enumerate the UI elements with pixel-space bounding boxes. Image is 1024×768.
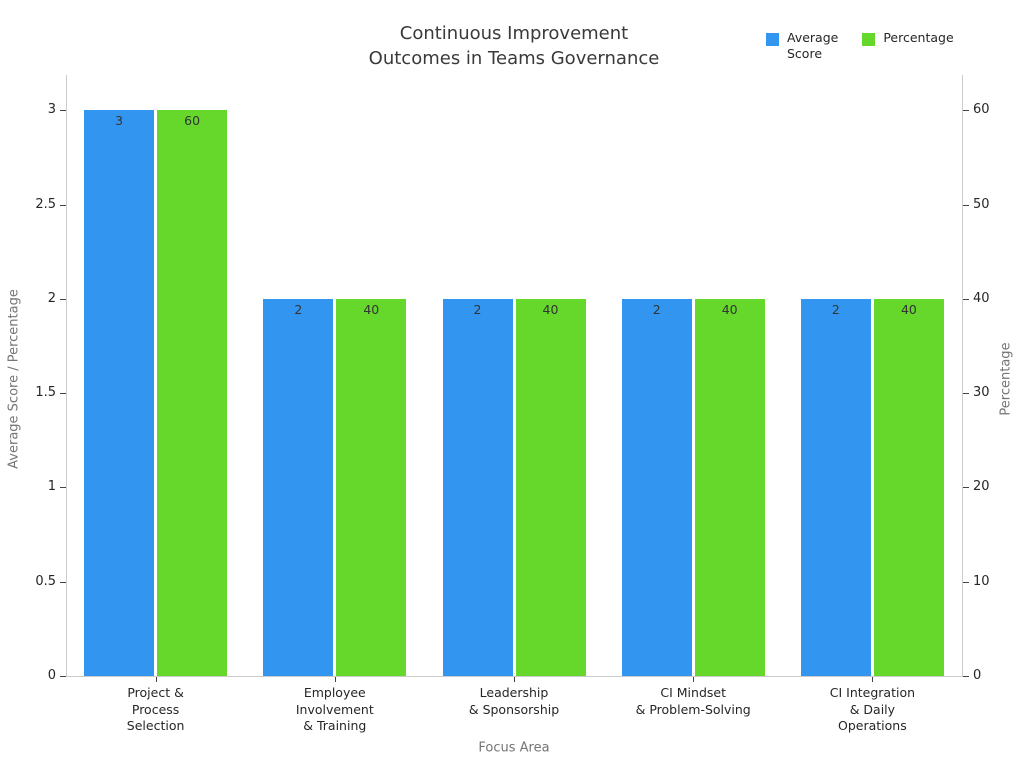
- y-tick-right: [963, 204, 969, 206]
- bar-percentage: [336, 298, 407, 676]
- y-tick-label-left: 0: [47, 668, 56, 683]
- legend-label-average-score: Average Score: [787, 30, 839, 61]
- x-tick: [155, 677, 157, 682]
- chart-title: Continuous Improvement Outcomes in Teams…: [368, 23, 660, 69]
- y-tick-left: [60, 676, 66, 677]
- bar-percentage: [873, 298, 944, 676]
- y-tick-label-right: 60: [973, 102, 990, 118]
- y-tick-right: [963, 393, 969, 395]
- y-tick-label-left: 1.5: [35, 385, 56, 401]
- bar-value-label: 2: [294, 301, 303, 317]
- bar-average-score: [442, 298, 513, 676]
- y-tick-left: [60, 204, 66, 206]
- x-tick-label: Project & Process Selection: [126, 685, 185, 733]
- x-tick-label: Leadership & Sponsorship: [468, 685, 560, 717]
- legend-item-percentage: Percentage: [862, 30, 954, 62]
- y-tick-label-right: 0: [973, 668, 982, 683]
- x-tick: [514, 677, 515, 682]
- y-tick-right: [963, 298, 969, 300]
- y-tick-label-right: 30: [973, 385, 990, 401]
- x-tick-label: CI Mindset & Problem-Solving: [635, 685, 751, 717]
- y-tick-label-right: 20: [973, 479, 990, 495]
- bar-average-score: [263, 298, 334, 676]
- y-tick-label-left: 1: [47, 479, 56, 495]
- y-tick-left: [60, 110, 66, 112]
- x-tick: [693, 677, 695, 682]
- y-tick-label-left: 2.5: [35, 196, 56, 212]
- bar-value-label: 40: [542, 301, 559, 317]
- y-tick-label-left: 2: [47, 290, 56, 306]
- y-axis-left-line: [66, 75, 67, 676]
- bar-average-score: [800, 298, 871, 676]
- bar-value-label: 2: [831, 301, 840, 317]
- bar-average-score: [621, 298, 692, 676]
- y-tick-label-left: 0.5: [35, 573, 56, 589]
- bar-value-label: 40: [900, 301, 917, 317]
- legend-item-average-score: Average Score: [766, 30, 838, 62]
- y-tick-label-right: 40: [973, 290, 990, 306]
- y-tick-left: [60, 487, 66, 489]
- y-tick-left: [60, 393, 66, 395]
- y-tick-right: [963, 487, 969, 489]
- bar-average-score: [84, 110, 155, 676]
- bar-value-label: 2: [473, 301, 482, 317]
- legend: Average Score Percentage: [766, 30, 954, 62]
- bar-value-label: 3: [115, 113, 124, 129]
- x-tick-label: Employee Involvement & Training: [295, 685, 374, 733]
- y-tick-right: [963, 676, 969, 677]
- y-tick-label-right: 10: [973, 573, 990, 589]
- bar-percentage: [157, 110, 228, 676]
- bar-percentage: [515, 298, 586, 676]
- y-tick-left: [60, 298, 66, 300]
- x-tick: [334, 677, 336, 682]
- bar-percentage: [694, 298, 765, 676]
- x-axis-line: [66, 676, 963, 677]
- legend-swatch-percentage: [862, 33, 876, 46]
- bar-value-label: 60: [184, 113, 201, 129]
- y-tick-label-right: 50: [973, 196, 990, 212]
- y-tick-right: [963, 581, 969, 583]
- bar-value-label: 2: [652, 301, 661, 317]
- legend-label-percentage: Percentage: [883, 30, 954, 45]
- x-tick: [872, 677, 874, 682]
- y-tick-label-left: 3: [47, 102, 56, 118]
- bar-value-label: 40: [721, 301, 738, 317]
- bar-value-label: 40: [363, 301, 380, 317]
- y-axis-right-line: [962, 75, 963, 676]
- x-tick-label: CI Integration & Daily Operations: [829, 685, 916, 733]
- y-tick-right: [963, 110, 969, 112]
- legend-swatch-average-score: [766, 33, 779, 46]
- y-tick-left: [60, 581, 66, 583]
